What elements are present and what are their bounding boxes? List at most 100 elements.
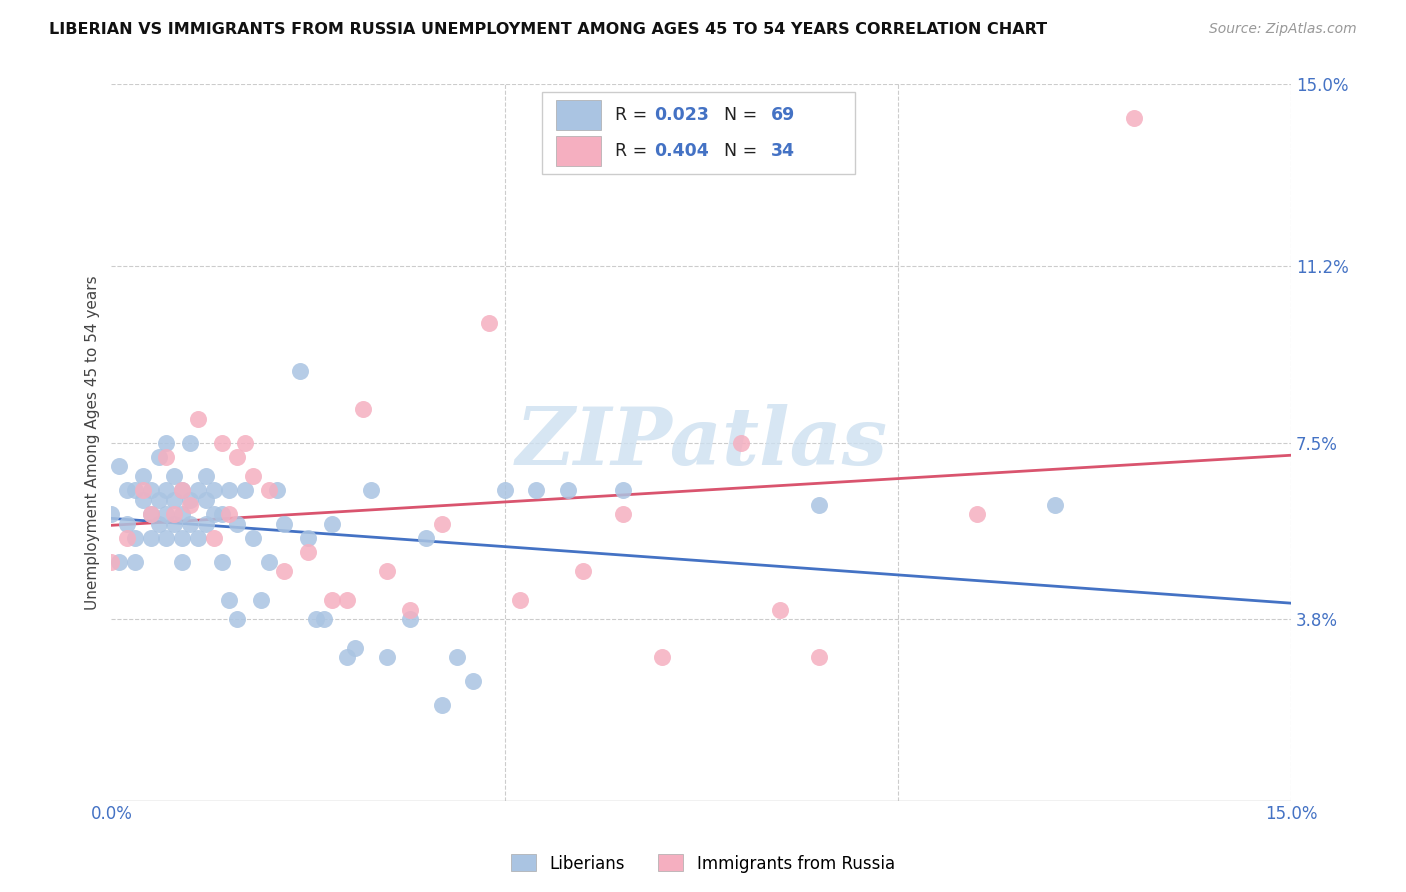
Text: 34: 34	[770, 142, 794, 160]
Point	[344, 640, 367, 655]
Point	[202, 507, 225, 521]
Point	[494, 483, 516, 498]
Point	[375, 650, 398, 665]
Point	[288, 364, 311, 378]
Point	[155, 483, 177, 498]
Point	[163, 492, 186, 507]
Point	[242, 469, 264, 483]
Point	[211, 507, 233, 521]
Point	[273, 565, 295, 579]
Point	[148, 492, 170, 507]
Point	[430, 516, 453, 531]
Point	[132, 469, 155, 483]
Point	[139, 531, 162, 545]
Point	[139, 507, 162, 521]
Point	[218, 483, 240, 498]
Text: N =: N =	[713, 105, 763, 124]
Point	[148, 450, 170, 464]
Point	[297, 531, 319, 545]
Point	[179, 492, 201, 507]
Text: LIBERIAN VS IMMIGRANTS FROM RUSSIA UNEMPLOYMENT AMONG AGES 45 TO 54 YEARS CORREL: LIBERIAN VS IMMIGRANTS FROM RUSSIA UNEMP…	[49, 22, 1047, 37]
Point	[808, 498, 831, 512]
Point	[163, 507, 186, 521]
Point	[132, 492, 155, 507]
Point	[446, 650, 468, 665]
Point	[155, 450, 177, 464]
Text: R =: R =	[616, 142, 652, 160]
Point	[202, 531, 225, 545]
Point	[557, 483, 579, 498]
Point	[115, 483, 138, 498]
FancyBboxPatch shape	[557, 136, 600, 166]
Point	[352, 402, 374, 417]
Point	[194, 516, 217, 531]
Point	[100, 555, 122, 569]
Point	[375, 565, 398, 579]
Point	[769, 602, 792, 616]
Point	[172, 483, 194, 498]
Point	[148, 516, 170, 531]
Point	[108, 459, 131, 474]
Point	[509, 593, 531, 607]
Text: 0.404: 0.404	[654, 142, 709, 160]
Point	[336, 593, 359, 607]
Point	[179, 498, 201, 512]
Point	[124, 483, 146, 498]
Point	[187, 411, 209, 425]
Point	[108, 555, 131, 569]
Point	[194, 492, 217, 507]
Point	[226, 450, 249, 464]
Point	[463, 674, 485, 689]
Point	[399, 602, 422, 616]
Point	[478, 316, 501, 330]
Point	[266, 483, 288, 498]
Point	[226, 612, 249, 626]
Point	[360, 483, 382, 498]
Point	[312, 612, 335, 626]
Point	[187, 531, 209, 545]
Point	[305, 612, 328, 626]
Point	[336, 650, 359, 665]
Point	[163, 469, 186, 483]
Point	[572, 565, 595, 579]
Point	[430, 698, 453, 713]
Point	[115, 531, 138, 545]
Point	[218, 507, 240, 521]
Point	[242, 531, 264, 545]
Text: 69: 69	[770, 105, 796, 124]
Point	[211, 435, 233, 450]
Point	[179, 435, 201, 450]
Point	[730, 435, 752, 450]
Point	[612, 507, 634, 521]
Point	[172, 507, 194, 521]
Point	[399, 612, 422, 626]
Y-axis label: Unemployment Among Ages 45 to 54 years: Unemployment Among Ages 45 to 54 years	[86, 276, 100, 610]
Point	[124, 531, 146, 545]
Point	[233, 483, 256, 498]
Point	[187, 483, 209, 498]
Text: N =: N =	[713, 142, 763, 160]
Point	[1122, 111, 1144, 125]
Point	[808, 650, 831, 665]
Point	[172, 531, 194, 545]
Point	[155, 507, 177, 521]
Point	[172, 483, 194, 498]
Point	[1045, 498, 1067, 512]
Point	[321, 593, 343, 607]
Point	[211, 555, 233, 569]
Point	[139, 507, 162, 521]
Text: Source: ZipAtlas.com: Source: ZipAtlas.com	[1209, 22, 1357, 37]
Text: 0.023: 0.023	[654, 105, 709, 124]
Point	[250, 593, 273, 607]
Point	[321, 516, 343, 531]
FancyBboxPatch shape	[557, 100, 600, 129]
Point	[257, 555, 280, 569]
Point	[524, 483, 547, 498]
Text: ZIPatlas: ZIPatlas	[515, 404, 887, 482]
Point	[194, 469, 217, 483]
Point	[297, 545, 319, 559]
Point	[415, 531, 437, 545]
Point	[124, 555, 146, 569]
Point	[202, 483, 225, 498]
Point	[257, 483, 280, 498]
